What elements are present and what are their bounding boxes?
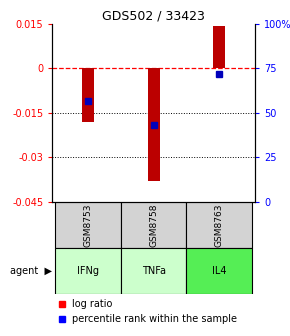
Text: GSM8763: GSM8763 — [215, 203, 224, 247]
Bar — [213, 27, 225, 68]
Text: percentile rank within the sample: percentile rank within the sample — [72, 314, 238, 324]
Bar — [121, 248, 186, 294]
Bar — [121, 202, 186, 248]
Text: GSM8753: GSM8753 — [84, 203, 93, 247]
Bar — [82, 68, 94, 122]
Bar — [55, 202, 121, 248]
Text: TNFa: TNFa — [142, 266, 166, 276]
Bar — [186, 202, 252, 248]
Text: IL4: IL4 — [212, 266, 226, 276]
Text: GSM8758: GSM8758 — [149, 203, 158, 247]
Text: log ratio: log ratio — [72, 299, 113, 308]
Text: agent  ▶: agent ▶ — [10, 266, 52, 276]
Bar — [186, 248, 252, 294]
Bar — [148, 68, 160, 181]
Title: GDS502 / 33423: GDS502 / 33423 — [102, 9, 205, 23]
Text: IFNg: IFNg — [77, 266, 99, 276]
Bar — [55, 248, 121, 294]
